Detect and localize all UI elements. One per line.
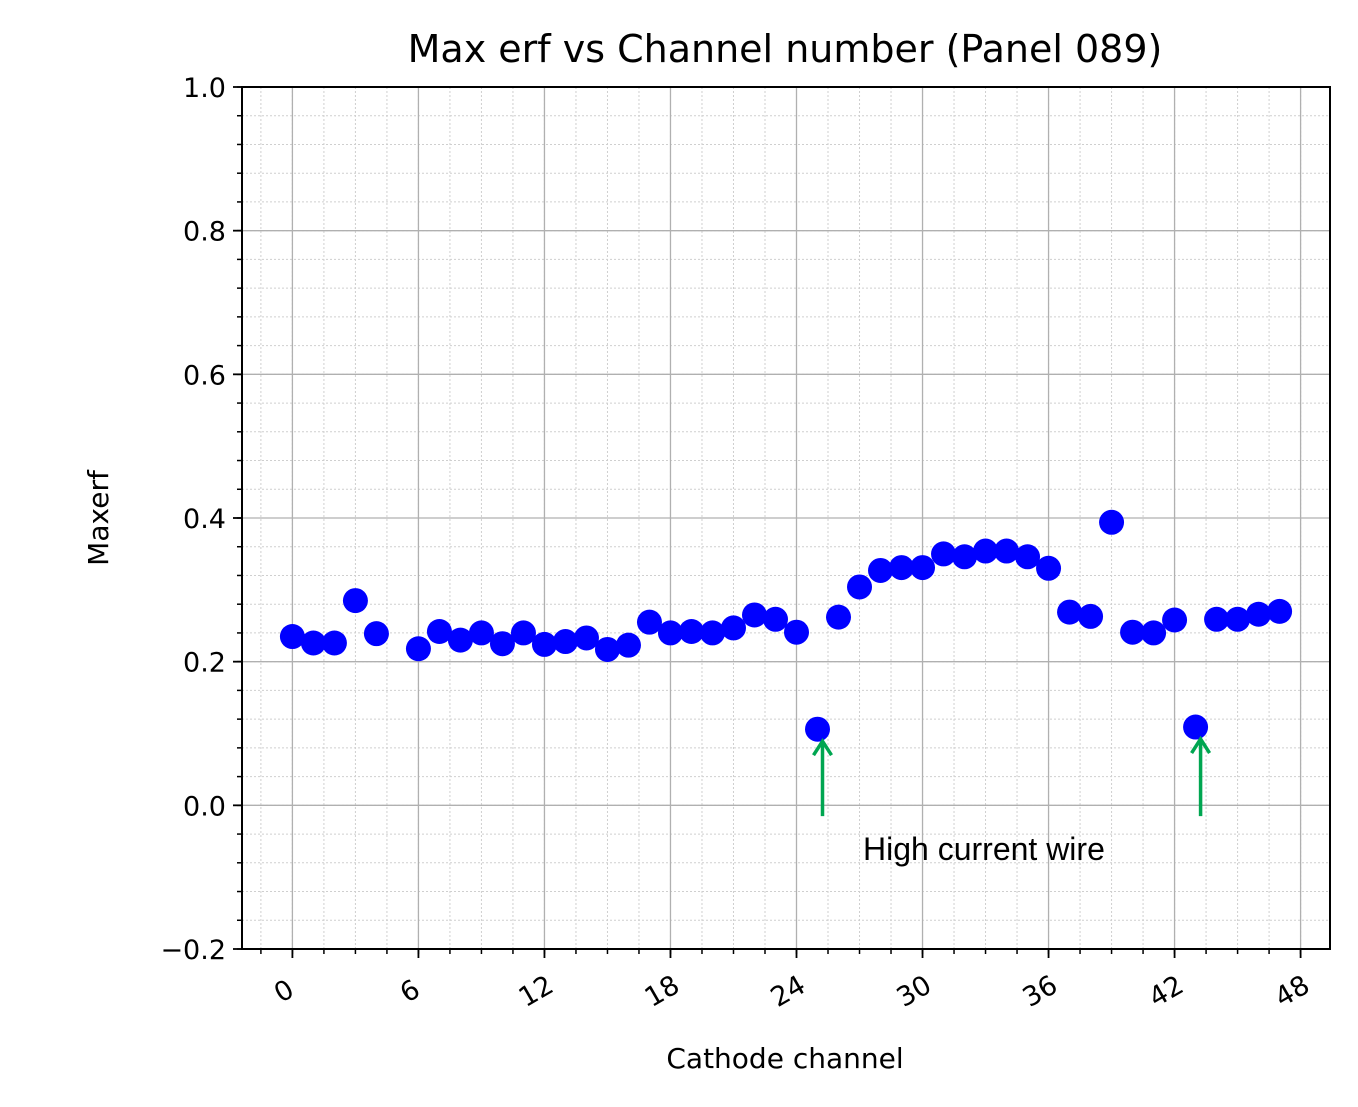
chart-title: Max erf vs Channel number (Panel 089): [408, 27, 1163, 71]
data-point: [553, 629, 578, 654]
y-tick-label: 1.0: [183, 73, 226, 104]
y-tick-labels: −0.2 0.0 0.2 0.4 0.6 0.8 1.0: [160, 73, 226, 966]
data-point: [784, 620, 809, 645]
data-point: [1183, 715, 1208, 740]
y-axis-label: Maxerf: [82, 469, 115, 566]
data-point: [1267, 599, 1292, 624]
data-point: [343, 588, 368, 613]
x-tick-label: 6: [395, 974, 425, 1009]
x-tick-label: 36: [1018, 970, 1063, 1014]
x-tick-label: 42: [1144, 970, 1189, 1014]
data-point: [826, 605, 851, 630]
major-grid: [242, 87, 1330, 949]
annotation-arrows: [814, 739, 1210, 816]
data-point: [847, 574, 872, 599]
x-tick-label: 30: [892, 970, 937, 1014]
x-tick-label: 18: [640, 970, 685, 1014]
y-tick-label: 0.4: [183, 504, 226, 535]
data-point: [1162, 608, 1187, 633]
data-point: [1036, 556, 1061, 581]
data-point: [742, 602, 767, 627]
data-point: [805, 717, 830, 742]
data-point: [763, 607, 788, 632]
data-point: [868, 558, 893, 583]
x-tick-label: 48: [1270, 970, 1315, 1014]
y-tick-label: 0.0: [183, 791, 226, 822]
data-point: [406, 636, 431, 661]
data-point: [910, 555, 935, 580]
data-point: [700, 620, 725, 645]
data-point: [595, 637, 620, 662]
x-tick-label: 12: [514, 970, 559, 1014]
data-point: [574, 625, 599, 650]
data-point: [931, 541, 956, 566]
data-point: [364, 621, 389, 646]
data-point: [1141, 620, 1166, 645]
y-tick-label: 0.8: [183, 217, 226, 248]
y-tick-label: 0.6: [183, 360, 226, 391]
data-point: [994, 539, 1019, 564]
data-point: [1057, 600, 1082, 625]
x-tick-labels: 0 6 12 18 24 30 36 42 48: [269, 970, 1315, 1014]
data-point: [1225, 607, 1250, 632]
data-point: [616, 633, 641, 658]
data-point: [1078, 604, 1103, 629]
data-point: [1015, 544, 1040, 569]
y-tick-label: −0.2: [160, 935, 226, 966]
data-point: [1246, 602, 1271, 627]
data-point: [532, 632, 557, 657]
data-point: [1099, 510, 1124, 535]
data-point: [952, 544, 977, 569]
x-axis-label: Cathode channel: [666, 1042, 903, 1075]
axis-ticks: [233, 87, 1301, 958]
data-point: [721, 615, 746, 640]
x-tick-label: 24: [766, 970, 811, 1014]
annotation-label: High current wire: [863, 831, 1105, 867]
data-point: [322, 630, 347, 655]
data-points: [280, 510, 1292, 742]
y-tick-label: 0.2: [183, 648, 226, 679]
x-tick-label: 0: [269, 974, 299, 1009]
data-point: [511, 620, 536, 645]
